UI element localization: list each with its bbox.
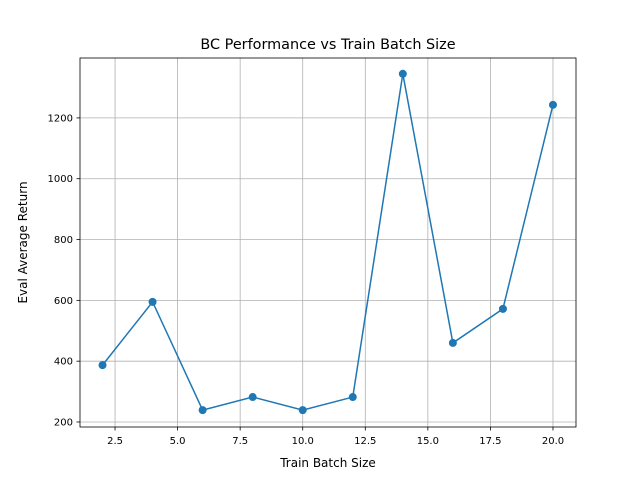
data-point <box>248 393 257 402</box>
x-tick-label: 20.0 <box>542 436 564 447</box>
y-tick-label: 600 <box>54 296 73 307</box>
x-tick-label: 7.5 <box>232 436 248 447</box>
y-tick-label: 1200 <box>48 113 73 124</box>
grid <box>80 58 576 427</box>
data-point <box>198 406 207 415</box>
ticks: 2.5 5.0 7.5 10.0 12.5 15.0 17.5 20.0 200 400 600 80… <box>48 113 565 447</box>
data-point <box>98 361 107 370</box>
x-tick-label: 12.5 <box>354 436 376 447</box>
chart-title: BC Performance vs Train Batch Size <box>200 37 455 53</box>
x-tick-label: 10.0 <box>292 436 314 447</box>
y-axis-label: Eval Average Return <box>16 181 30 303</box>
series-line <box>101 73 554 412</box>
y-tick-label: 1000 <box>48 174 73 185</box>
data-point <box>398 69 407 78</box>
x-tick-label: 5.0 <box>170 436 186 447</box>
data-point <box>148 297 157 306</box>
series <box>98 69 557 415</box>
x-tick-label: 15.0 <box>417 436 439 447</box>
x-axis-label: Train Batch Size <box>279 456 376 470</box>
y-tick-label: 200 <box>54 417 73 428</box>
y-tick-label: 400 <box>54 357 73 368</box>
data-point <box>298 406 307 415</box>
plot-frame <box>79 57 577 428</box>
x-tick-label: 2.5 <box>107 436 123 447</box>
data-point <box>548 100 557 109</box>
data-point <box>448 338 457 347</box>
data-point <box>348 393 357 402</box>
y-tick-label: 800 <box>54 235 73 246</box>
data-point <box>498 304 507 313</box>
x-tick-label: 17.5 <box>479 436 501 447</box>
